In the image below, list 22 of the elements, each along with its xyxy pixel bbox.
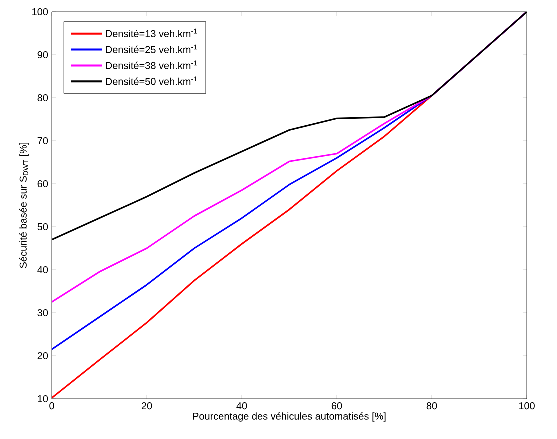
legend-label: Densité=38 veh.km$^{-1}$	[106, 60, 198, 70]
x-tick-label: 80	[426, 402, 438, 410]
x-tick-label: 60	[332, 402, 342, 410]
y-tick-label: 50	[38, 223, 48, 231]
x-tick-label: 100	[519, 402, 535, 410]
y-tick-label: 20	[38, 352, 48, 360]
legend-label: Densité=25 veh.km$^{-1}$	[106, 44, 198, 54]
y-axis-title: Sécurité basée sur S$_{DWT}$ [%]	[19, 142, 29, 268]
x-axis-title: Pourcentage des véhicules automatisés [%]	[193, 412, 386, 422]
y-tick-label: 90	[38, 51, 48, 59]
y-tick-label: 10	[38, 395, 48, 403]
x-tick-label: 40	[236, 402, 248, 410]
x-tick-label: 0	[50, 402, 54, 410]
y-tick-label: 80	[38, 94, 48, 102]
x-tick-label: 20	[142, 402, 152, 410]
y-tick-label: 60	[38, 180, 48, 188]
y-tick-label: 30	[38, 309, 48, 317]
legend-label: Densité=13 veh.km$^{-1}$	[106, 28, 198, 38]
legend-label: Densité=50 veh.km$^{-1}$	[106, 76, 198, 86]
y-tick-label: 70	[38, 137, 48, 145]
y-tick-label: 100	[32, 8, 48, 16]
y-tick-label: 40	[38, 266, 48, 274]
